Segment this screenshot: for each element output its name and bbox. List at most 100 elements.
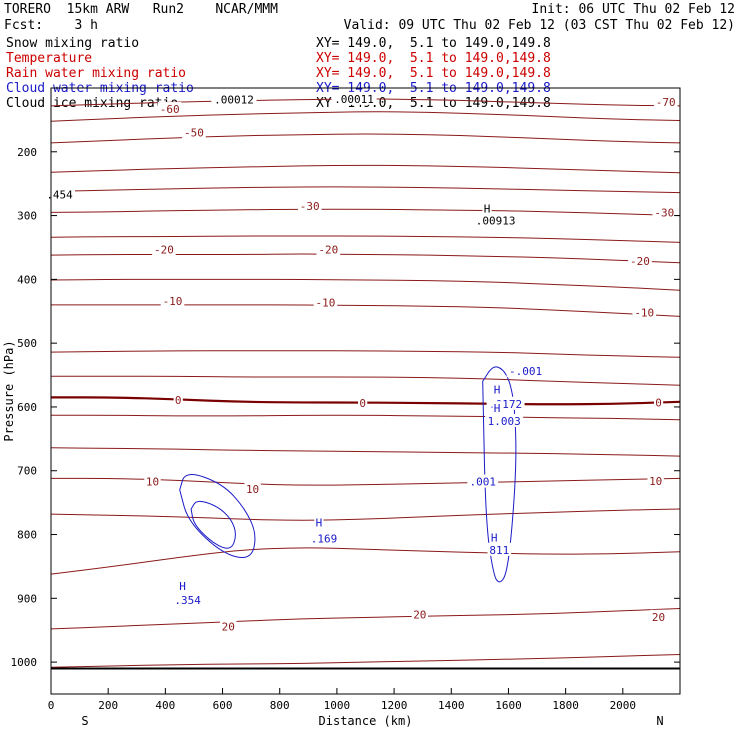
y-tick-label: 700: [17, 465, 37, 478]
cloud-water-label-bg: [489, 530, 499, 544]
isotherm-label-bg: [152, 242, 176, 256]
x-tick-label: 2000: [610, 699, 637, 712]
isotherm-label: 20: [413, 608, 426, 621]
isotherm-m50: [50, 133, 681, 144]
isotherm-label-bg: [647, 473, 664, 487]
y-tick-label: 400: [17, 273, 37, 286]
cloud-water-label-bg: [506, 364, 545, 378]
cloud-water-label-bg: [487, 542, 512, 556]
y-tick-label: 500: [17, 337, 37, 350]
y-tick-label: 1000: [11, 656, 38, 669]
field-rain-label: Rain water mixing ratio: [6, 66, 187, 81]
isotherm-label: 0: [359, 397, 366, 410]
isotherm-0: [50, 396, 681, 406]
cloud-water-label: H: [491, 532, 498, 545]
y-axis-label: Pressure (hPa): [2, 340, 16, 441]
ice-label-bg: [211, 92, 257, 106]
cloud-water-label: .001: [469, 476, 496, 489]
y-tick-label: 200: [17, 146, 37, 159]
x-tick-label: 1400: [438, 699, 465, 712]
header-left-line2: Fcst: 3 h: [4, 18, 98, 33]
isotherm-label-bg: [411, 607, 429, 621]
isotherm-label-bg: [157, 102, 182, 116]
cloud-water-label-bg: [492, 401, 502, 415]
isotherm-label: -30: [654, 206, 674, 219]
isotherm-label: 10: [246, 483, 259, 496]
isotherm-label: -20: [630, 255, 650, 268]
header-valid: Valid: 09 UTC Thu 02 Feb 12 (03 CST Thu …: [343, 18, 735, 33]
isotherm-m40: [50, 164, 681, 174]
x-tick-label: 200: [98, 699, 118, 712]
isotherm-m20: [50, 253, 681, 264]
isotherm-label: -10: [316, 296, 336, 309]
isotherm-label: 0: [175, 394, 182, 407]
isotherm-label: -50: [184, 127, 204, 140]
isotherm-m2: [50, 375, 681, 386]
x-tick-label: 0: [48, 699, 55, 712]
cloud-water-label-bg: [467, 474, 499, 488]
isotherm-20: [50, 608, 681, 630]
cloud-water-label-bg: [314, 515, 324, 529]
ice-label-bg: [44, 187, 75, 201]
isotherm-label: -10: [163, 295, 183, 308]
cloud-water-label: H: [316, 516, 323, 529]
cloud-water-label-bg: [172, 593, 204, 607]
field-snow-xy: XY= 149.0, 5.1 to 149.0,149.8: [316, 36, 551, 51]
isotherm-m60: [50, 111, 681, 122]
isotherm-label-bg: [160, 294, 185, 308]
cloud-water-label: .169: [311, 532, 338, 545]
y-tick-label: 300: [17, 210, 37, 223]
cloud-water-label-bg: [177, 579, 188, 593]
field-rain-xy: XY= 149.0, 5.1 to 149.0,149.8: [316, 66, 551, 81]
temperature-contours: [50, 98, 681, 670]
cloud-water-label-bg: [485, 413, 524, 427]
x-tick-label: 600: [213, 699, 233, 712]
cloud-water-contour: [179, 474, 256, 558]
isotherm-label: 10: [649, 475, 662, 488]
ice-label: .00011: [334, 93, 374, 106]
cloud-water-label-bg: [492, 382, 502, 396]
cloud-water-label: 1.003: [488, 415, 521, 428]
isotherm-label-bg: [653, 395, 664, 409]
header-left-line1: TORERO 15km ARW Run2 NCAR/MMM: [4, 2, 278, 17]
cloud-water-label: 811: [489, 544, 509, 557]
cloud-water-contours: [179, 366, 517, 583]
field-temperature-xy: XY= 149.0, 5.1 to 149.0,149.8: [316, 51, 551, 66]
cloud-water-contour: [482, 366, 517, 583]
x-tick-label: 800: [270, 699, 290, 712]
isotherm-13: [50, 508, 681, 521]
isotherm-label-bg: [358, 396, 368, 410]
isotherm-label: 10: [146, 476, 159, 489]
cloud-water-label: H: [179, 580, 186, 593]
ice-label: .454: [46, 189, 73, 202]
isotherm-7: [50, 447, 681, 457]
isotherm-10: [51, 477, 681, 486]
y-tick-label: 800: [17, 529, 37, 542]
isotherm-label: 20: [652, 611, 665, 624]
field-cloud-water-label: Cloud water mixing ratio: [6, 81, 194, 96]
isotherm-label-bg: [628, 253, 652, 267]
isotherm-label-bg: [244, 482, 261, 496]
ice-label: .00913: [476, 215, 516, 228]
ice-label: .00012: [214, 93, 254, 106]
x-end-label-south: S: [81, 714, 88, 728]
x-axis-label: Distance (km): [319, 714, 413, 728]
y-tick-label: 900: [17, 592, 37, 605]
isotherm-m15: [50, 278, 681, 291]
isotherm-label: -60: [160, 103, 180, 116]
isotherm-label-bg: [220, 619, 237, 633]
isotherm-label: -20: [318, 243, 338, 256]
cloud-water-label: -.001: [509, 365, 542, 378]
ice-label: H: [484, 203, 491, 216]
field-snow-label: Snow mixing ratio: [6, 36, 140, 51]
isotherm-label-bg: [313, 295, 338, 309]
isotherm-m25: [50, 235, 681, 243]
isotherm-label: 20: [222, 620, 235, 633]
isotherm-23: [50, 654, 681, 668]
isotherm-label-bg: [650, 609, 667, 623]
plot-frame: [50, 87, 681, 695]
isotherm-label: -70: [656, 96, 676, 109]
y-tick-label: 600: [17, 401, 37, 414]
cloud-water-label-bg: [308, 531, 340, 545]
